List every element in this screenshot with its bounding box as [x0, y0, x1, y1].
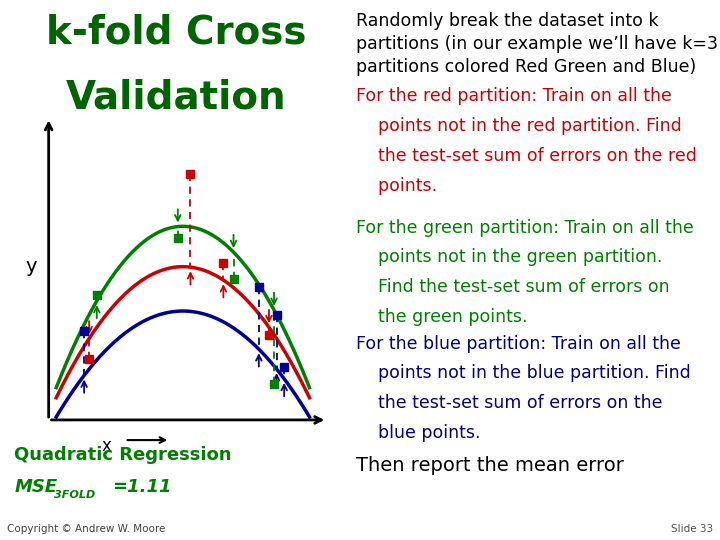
Text: partitions colored Red Green and Blue): partitions colored Red Green and Blue) — [356, 58, 697, 76]
Text: =1.11: =1.11 — [112, 478, 171, 496]
Text: the test-set sum of errors on the: the test-set sum of errors on the — [356, 394, 663, 412]
Text: Slide 33: Slide 33 — [670, 523, 713, 534]
Text: MSE: MSE — [14, 478, 58, 496]
Text: the green points.: the green points. — [356, 308, 528, 326]
Text: Then report the mean error: Then report the mean error — [356, 456, 624, 475]
Text: points not in the red partition. Find: points not in the red partition. Find — [356, 117, 682, 135]
Text: points not in the blue partition. Find: points not in the blue partition. Find — [356, 364, 691, 382]
Text: partitions (in our example we’ll have k=3: partitions (in our example we’ll have k=… — [356, 35, 719, 53]
Text: For the blue partition: Train on all the: For the blue partition: Train on all the — [356, 335, 681, 353]
Text: k-fold Cross: k-fold Cross — [46, 14, 307, 51]
Text: y: y — [25, 257, 37, 276]
Text: blue points.: blue points. — [356, 424, 481, 442]
Text: the test-set sum of errors on the red: the test-set sum of errors on the red — [356, 147, 697, 165]
Text: For the red partition: Train on all the: For the red partition: Train on all the — [356, 87, 672, 105]
Text: Find the test-set sum of errors on: Find the test-set sum of errors on — [356, 278, 670, 296]
Text: x: x — [102, 437, 112, 455]
Text: points.: points. — [356, 177, 438, 194]
Text: points not in the green partition.: points not in the green partition. — [356, 248, 663, 266]
Text: For the green partition: Train on all the: For the green partition: Train on all th… — [356, 219, 694, 237]
Text: Randomly break the dataset into k: Randomly break the dataset into k — [356, 12, 659, 30]
Text: Copyright © Andrew W. Moore: Copyright © Andrew W. Moore — [7, 523, 166, 534]
Text: Validation: Validation — [66, 78, 287, 116]
Text: 3FOLD: 3FOLD — [54, 490, 95, 500]
Text: Quadratic Regression: Quadratic Regression — [14, 446, 232, 463]
